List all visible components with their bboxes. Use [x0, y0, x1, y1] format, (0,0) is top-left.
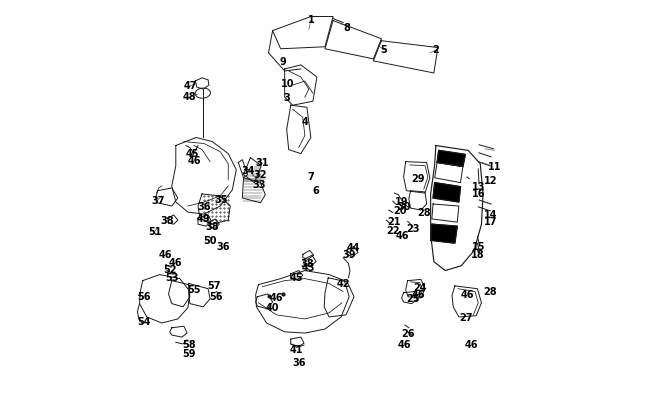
Text: 46: 46 [187, 155, 201, 165]
Text: 21: 21 [387, 217, 400, 227]
Text: 56: 56 [136, 291, 150, 301]
Text: 7: 7 [307, 171, 314, 181]
Text: 47: 47 [183, 81, 197, 91]
Text: 36: 36 [198, 202, 211, 211]
Text: 22: 22 [386, 226, 400, 236]
Text: 25: 25 [406, 293, 420, 303]
Text: 12: 12 [484, 175, 498, 185]
Text: 42: 42 [337, 279, 350, 289]
Text: 29: 29 [411, 173, 424, 183]
Text: 11: 11 [488, 161, 501, 171]
Text: 20: 20 [393, 206, 406, 215]
Text: 30: 30 [397, 202, 410, 211]
Text: 46: 46 [397, 339, 411, 349]
Polygon shape [431, 225, 457, 243]
Text: 15: 15 [473, 242, 486, 252]
Text: 28: 28 [417, 208, 430, 217]
Text: 46: 46 [159, 250, 172, 260]
Text: 5: 5 [380, 45, 387, 55]
Text: 45: 45 [290, 272, 304, 282]
Text: 37: 37 [151, 196, 164, 205]
Text: 50: 50 [203, 236, 217, 246]
Text: 57: 57 [207, 280, 221, 290]
Text: 23: 23 [406, 224, 420, 234]
Text: 33: 33 [252, 179, 266, 190]
Text: 24: 24 [413, 283, 426, 293]
Text: 1: 1 [307, 15, 314, 24]
Text: 32: 32 [254, 169, 267, 179]
Text: 18: 18 [471, 249, 485, 259]
Text: 46: 46 [270, 292, 283, 302]
Text: 28: 28 [484, 286, 497, 296]
Text: 31: 31 [255, 158, 269, 168]
Text: 16: 16 [473, 188, 486, 198]
Text: 39: 39 [343, 250, 356, 260]
Text: 45: 45 [186, 149, 200, 158]
Text: 3: 3 [283, 93, 290, 103]
Text: 13: 13 [473, 181, 486, 192]
Text: 46: 46 [396, 230, 410, 241]
Text: 38: 38 [300, 259, 314, 269]
Text: 10: 10 [281, 79, 294, 89]
Text: 38: 38 [205, 222, 219, 232]
Text: 53: 53 [165, 272, 179, 282]
Text: 8: 8 [344, 23, 350, 32]
Text: 40: 40 [266, 302, 280, 312]
Text: 4: 4 [302, 117, 308, 127]
Text: 26: 26 [401, 328, 415, 338]
Text: 46: 46 [412, 289, 425, 299]
Polygon shape [433, 183, 460, 202]
Text: 59: 59 [182, 348, 196, 358]
Text: 56: 56 [209, 291, 223, 301]
Text: 44: 44 [346, 243, 360, 253]
Text: 49: 49 [196, 213, 210, 224]
Text: 46: 46 [464, 339, 478, 349]
Text: 9: 9 [280, 57, 286, 67]
Text: 46: 46 [460, 289, 474, 299]
Text: 55: 55 [187, 284, 201, 294]
Text: 34: 34 [242, 165, 255, 175]
Text: 48: 48 [183, 92, 197, 102]
Text: 43: 43 [302, 262, 316, 272]
Text: 2: 2 [432, 45, 439, 55]
Text: 46: 46 [169, 257, 183, 267]
Text: 27: 27 [460, 312, 473, 322]
Text: 41: 41 [290, 344, 304, 354]
Text: 17: 17 [484, 217, 497, 227]
Text: 51: 51 [148, 226, 162, 237]
Text: 36: 36 [216, 242, 230, 252]
Text: 14: 14 [484, 209, 497, 220]
Text: 52: 52 [163, 264, 177, 274]
Text: 6: 6 [313, 185, 320, 196]
Text: 38: 38 [160, 215, 174, 226]
Text: 54: 54 [136, 316, 150, 326]
Text: 36: 36 [292, 358, 306, 368]
Text: 19: 19 [395, 197, 408, 207]
Polygon shape [437, 151, 465, 167]
Text: 58: 58 [182, 339, 196, 349]
Text: 35: 35 [214, 194, 227, 204]
